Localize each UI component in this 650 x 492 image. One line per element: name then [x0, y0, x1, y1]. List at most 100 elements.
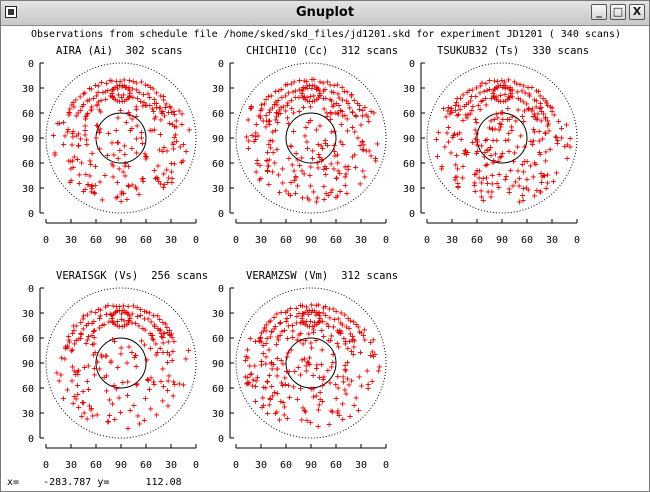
- observation-marker: +: [84, 110, 90, 121]
- observation-marker: +: [303, 77, 309, 88]
- observation-marker: +: [134, 85, 140, 96]
- observation-marker: +: [308, 162, 314, 173]
- observation-marker: +: [274, 309, 280, 320]
- observation-marker: +: [70, 345, 76, 356]
- observation-marker: +: [506, 147, 512, 158]
- observation-marker: +: [150, 106, 156, 117]
- skyplot-figure[interactable]: Observations from schedule file /home/sk…: [1, 26, 649, 470]
- observation-marker: +: [543, 129, 549, 140]
- x-tick-label: 90: [305, 235, 317, 246]
- observation-marker: +: [125, 424, 131, 435]
- observation-marker: +: [284, 367, 290, 378]
- observation-marker: +: [296, 107, 302, 118]
- observation-marker: +: [81, 311, 87, 322]
- observation-marker: +: [299, 89, 305, 100]
- plot-canvas[interactable]: Observations from schedule file /home/sk…: [1, 26, 649, 470]
- observation-marker: +: [314, 158, 320, 169]
- observation-marker: +: [94, 121, 100, 132]
- observation-marker: +: [505, 83, 511, 94]
- observation-marker: +: [530, 112, 536, 123]
- observation-marker: +: [76, 141, 82, 152]
- observation-marker: +: [524, 183, 530, 194]
- observation-marker: +: [105, 417, 111, 428]
- observation-marker: +: [91, 316, 97, 327]
- observation-marker: +: [83, 114, 89, 125]
- observation-marker: +: [312, 321, 318, 332]
- observation-marker: +: [537, 103, 543, 114]
- observation-marker: +: [353, 393, 359, 404]
- horizon-circle: [426, 62, 578, 214]
- observation-marker: +: [146, 308, 152, 319]
- observation-marker: +: [278, 308, 284, 319]
- y-tick-label: 30: [212, 409, 224, 420]
- y-tick-label: 30: [22, 184, 34, 195]
- observation-marker: +: [500, 148, 506, 159]
- observation-marker: +: [328, 108, 334, 119]
- observation-marker: +: [127, 91, 133, 102]
- observation-marker: +: [545, 116, 551, 127]
- observation-marker: +: [484, 134, 490, 145]
- observation-marker: +: [97, 144, 103, 155]
- observation-marker: +: [169, 355, 175, 366]
- observation-marker: +: [539, 172, 545, 183]
- observation-marker: +: [349, 123, 355, 134]
- observation-marker: +: [68, 164, 74, 175]
- observation-marker: +: [93, 133, 99, 144]
- observation-marker: +: [165, 401, 171, 412]
- y-tick-label: 0: [218, 434, 224, 445]
- observation-marker: +: [167, 329, 173, 340]
- observation-marker: +: [545, 121, 551, 132]
- observation-marker: +: [497, 153, 503, 164]
- close-button[interactable]: X: [629, 4, 645, 20]
- observation-marker: +: [148, 331, 154, 342]
- window-menu-icon[interactable]: [5, 6, 17, 18]
- observation-marker: +: [75, 154, 81, 165]
- observation-marker: +: [276, 86, 282, 97]
- observation-marker: +: [288, 141, 294, 152]
- observation-marker: +: [483, 78, 489, 89]
- observation-marker: +: [168, 158, 174, 169]
- observation-marker: +: [372, 350, 378, 361]
- observation-marker: +: [82, 184, 88, 195]
- observation-marker: +: [506, 129, 512, 140]
- observation-marker: +: [297, 370, 303, 381]
- minimize-button[interactable]: _: [591, 4, 607, 20]
- observation-marker: +: [136, 419, 142, 430]
- observation-marker: +: [134, 148, 140, 159]
- observation-marker: +: [258, 332, 264, 343]
- observation-marker: +: [490, 136, 496, 147]
- observation-marker: +: [460, 161, 466, 172]
- observation-marker: +: [74, 380, 80, 391]
- observation-marker: +: [359, 144, 365, 155]
- maximize-button[interactable]: □: [610, 4, 626, 20]
- title-bar[interactable]: Gnuplot _ □ X: [1, 1, 649, 26]
- observation-marker: +: [88, 160, 94, 171]
- observation-marker: +: [129, 123, 135, 134]
- observation-marker: +: [81, 362, 87, 373]
- observation-marker: +: [514, 79, 520, 90]
- observation-marker: +: [129, 348, 135, 359]
- observation-marker: +: [263, 94, 269, 105]
- observation-marker: +: [109, 314, 115, 325]
- observation-marker: +: [299, 314, 305, 325]
- observation-marker: +: [491, 114, 497, 125]
- observation-marker: +: [353, 162, 359, 173]
- observation-marker: +: [286, 367, 292, 378]
- observation-marker: +: [457, 128, 463, 139]
- observation-marker: +: [538, 187, 544, 198]
- observation-marker: +: [266, 161, 272, 172]
- observation-marker: +: [338, 318, 344, 329]
- observation-marker: +: [106, 395, 112, 406]
- observation-marker: +: [122, 158, 128, 169]
- observation-marker: +: [312, 96, 318, 107]
- x-tick-label: 0: [193, 235, 199, 246]
- y-tick-label: 0: [28, 59, 34, 70]
- observation-marker: +: [495, 113, 501, 124]
- status-y-label: y=: [97, 477, 110, 488]
- observation-marker: +: [73, 111, 79, 122]
- observation-marker: +: [120, 377, 126, 388]
- observation-marker: +: [313, 335, 319, 346]
- observation-marker: +: [158, 329, 164, 340]
- observation-marker: +: [170, 144, 176, 155]
- observation-marker: +: [504, 115, 510, 126]
